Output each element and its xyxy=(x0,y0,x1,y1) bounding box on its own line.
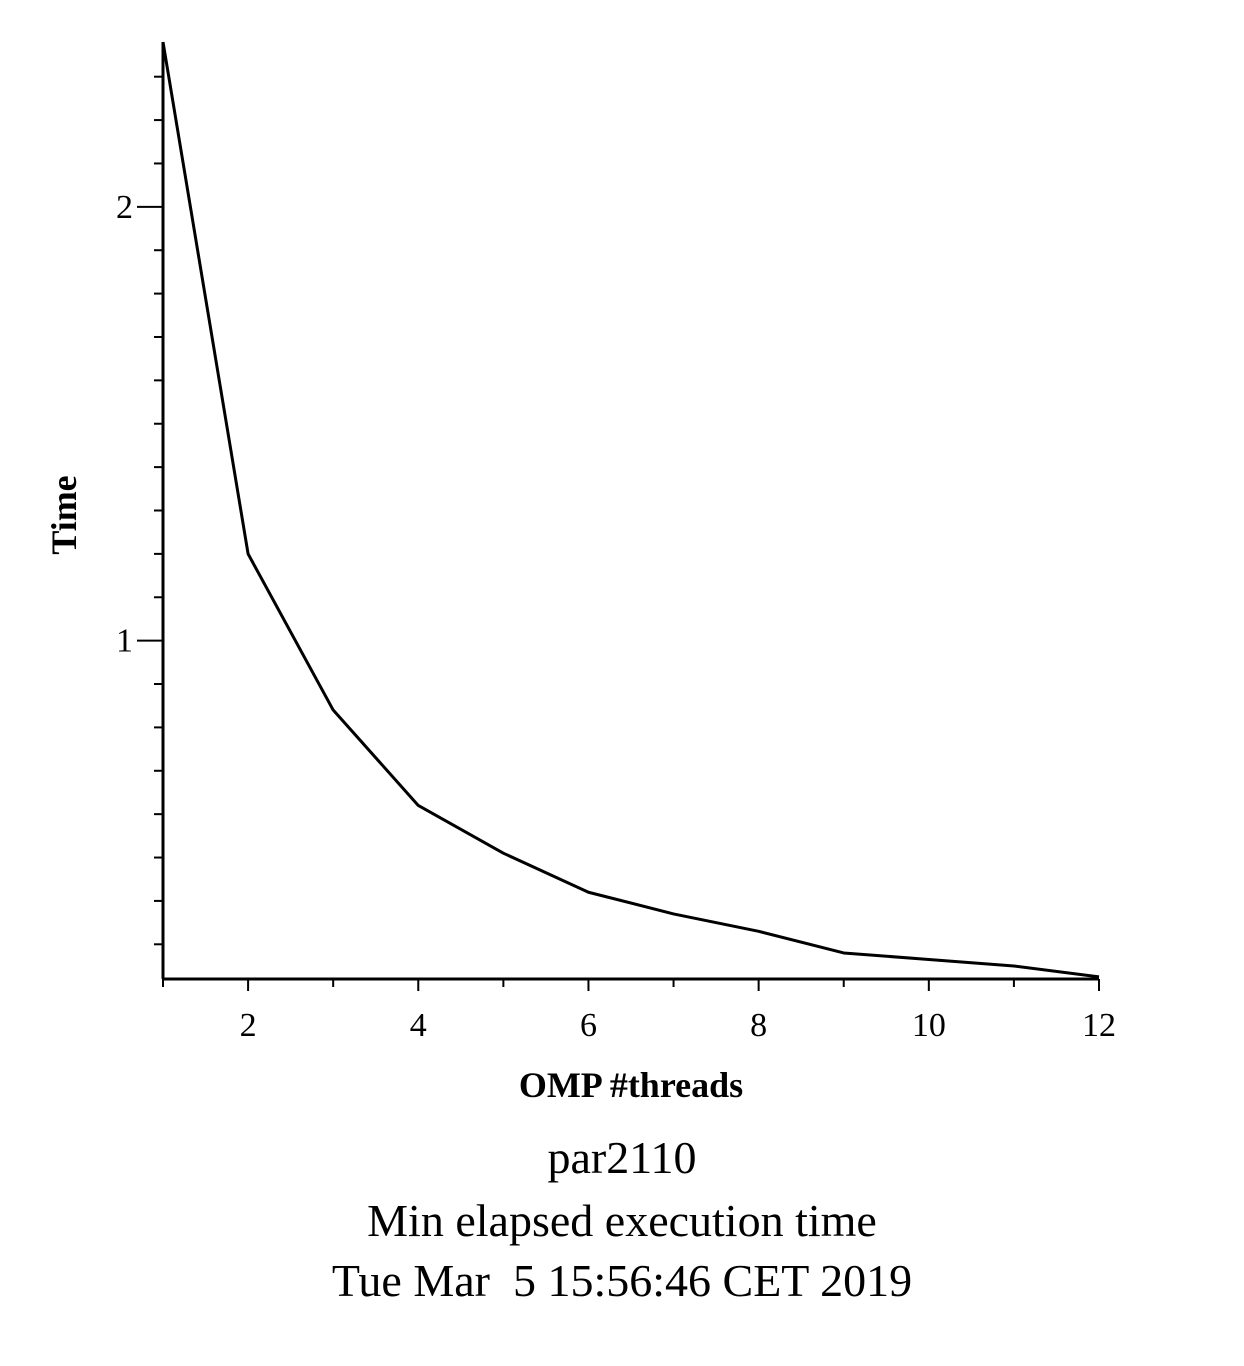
series-line xyxy=(161,41,1100,979)
series xyxy=(161,41,1100,979)
x-tick-label: 6 xyxy=(580,1007,597,1044)
caption-timestamp: Tue Mar 5 15:56:46 CET 2019 xyxy=(331,1255,913,1306)
x-tick-label: 12 xyxy=(1082,1007,1116,1044)
x-tick-label: 2 xyxy=(240,1007,257,1044)
x-axis-title: OMP #threads xyxy=(519,1065,743,1105)
x-tick-label: 10 xyxy=(912,1007,946,1044)
y-tick-label: 1 xyxy=(116,623,133,660)
caption-run-name: par2110 xyxy=(547,1132,697,1183)
axes xyxy=(161,42,1099,981)
y-tick-label: 2 xyxy=(116,189,133,226)
x-tick-label: 8 xyxy=(750,1007,767,1044)
x-tick-label: 4 xyxy=(410,1007,427,1044)
caption-metric: Min elapsed execution time xyxy=(367,1195,877,1246)
y-axis-title: Time xyxy=(44,475,84,554)
